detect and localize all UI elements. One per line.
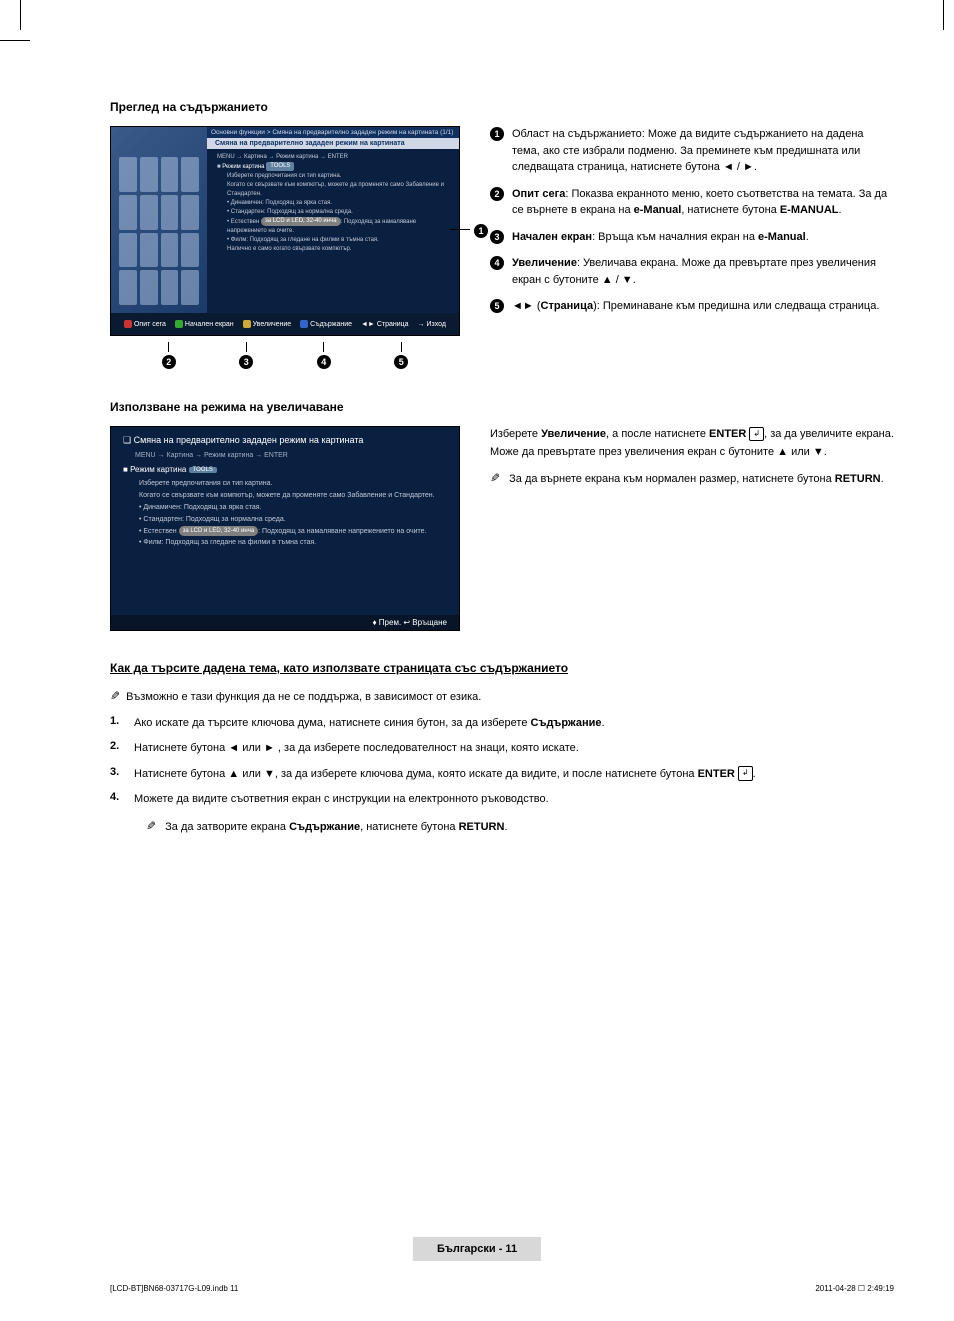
- callout-1: 1 Област на съдържанието: Може да видите…: [490, 126, 894, 176]
- ss2-sub: Режим картина: [130, 465, 186, 474]
- step-1: 1. Ако искате да търсите ключова дума, н…: [110, 715, 894, 733]
- ss2-path: MENU → Картина → Режим картина → ENTER: [123, 452, 447, 459]
- ss2-b3: Естествен: [143, 528, 176, 535]
- ss1-b2: Стандартен: Подходящ за нормална среда.: [217, 208, 449, 217]
- doc-timestamp: 2011-04-28 ☐ 2:49:19: [815, 1284, 894, 1293]
- bottombar-c[interactable]: Увеличение: [243, 320, 292, 328]
- ss2-note: Когато се свързвате към компютър, можете…: [139, 490, 447, 502]
- close-content-note: За да затворите екрана Съдържание, натис…: [110, 817, 894, 837]
- ss1-b4: Филм: Подходящ за гледане на филми в тъм…: [217, 236, 449, 245]
- ss2-b1: Динамичен: Подходящ за ярка стая.: [139, 502, 447, 514]
- ss1-b3-badge: за LCD и LED, 32-40 инча: [261, 217, 341, 226]
- page-number: Български - 11: [413, 1237, 541, 1261]
- ss1-mode: Режим картина: [222, 164, 264, 170]
- zoom-mode-screenshot: ❏ Смяна на предварително зададен режим н…: [110, 426, 460, 631]
- step-3: 3. Натиснете бутона ▲ или ▼, за да избер…: [110, 766, 894, 784]
- callout-5: 5 ◄► (Страница): Преминаване към предишн…: [490, 298, 894, 315]
- ss1-b5: Налично е само когато свързвате компютър…: [217, 245, 449, 254]
- bottombar-a[interactable]: Опит сега: [124, 320, 166, 328]
- tools-badge: TOOLS: [266, 162, 294, 171]
- bottombar-exit: → Изход: [418, 321, 446, 328]
- enter-icon: ↲: [749, 427, 764, 442]
- ss1-subheader: Смяна на предварително зададен режим на …: [207, 138, 459, 149]
- step-4: 4. Можете да видите съответния екран с и…: [110, 791, 894, 809]
- callout-2: 2 Опит сега: Показва екранното меню, кое…: [490, 186, 894, 219]
- section3-title: Как да търсите дадена тема, като използв…: [110, 661, 894, 675]
- ss1-b3: Естествен: [231, 219, 259, 225]
- ss2-b3-after: : Подходящ за намаляване напрежението на…: [258, 528, 426, 535]
- lang-support-note: Възможно е тази функция да не се поддърж…: [110, 687, 894, 707]
- ss2-b4: Филм: Подходящ за гледане на филми в тъм…: [139, 537, 447, 549]
- ss2-b3-badge: за LCD и LED, 32-40 инча: [179, 526, 259, 536]
- ss1-header: Основни функции > Смяна на предварително…: [207, 127, 459, 138]
- ss1-bottombar: Опит сега Начален екран Увеличение Съдър…: [111, 313, 459, 335]
- ss2-b2: Стандартен: Подходящ за нормална среда.: [139, 514, 447, 526]
- bottombar-page: ◄► Страница: [361, 321, 409, 328]
- step-2: 2. Натиснете бутона ◄ или ► , за да избе…: [110, 740, 894, 758]
- content-preview-screenshot: Основни функции > Смяна на предварително…: [110, 126, 460, 336]
- callout-markers-row: 2 3 4 5: [110, 342, 460, 370]
- ss1-path: MENU → Картина → Режим картина → ENTER: [217, 153, 449, 162]
- ss2-bottom: ♦ Прем. ↩ Връщане: [111, 615, 459, 630]
- section1-title: Преглед на съдържанието: [110, 100, 894, 114]
- ss1-note: Когато се свързвате към компютър, можете…: [217, 181, 449, 199]
- callout-4: 4 Увеличение: Увеличава екрана. Може да …: [490, 255, 894, 288]
- ss1-b1: Динамичен: Подходящ за ярка стая.: [217, 199, 449, 208]
- zoom-return-note: За да върнете екрана към нормален размер…: [490, 469, 894, 489]
- bottombar-d[interactable]: Съдържание: [300, 320, 352, 328]
- enter-icon: ↲: [738, 766, 753, 781]
- bottombar-b[interactable]: Начален екран: [175, 320, 234, 328]
- zoom-instruction: Изберете Увеличение, а после натиснете E…: [490, 426, 894, 461]
- callout-3: 3 Начален екран: Връща към началния екра…: [490, 229, 894, 246]
- section2-title: Използване на режима на увеличаване: [110, 400, 894, 414]
- ss2-title: Смяна на предварително зададен режим на …: [134, 435, 364, 445]
- doc-file-info: [LCD-BT]BN68-03717G-L09.indb 11: [110, 1284, 238, 1293]
- ss1-intro: Изберете предпочитания си тип картина.: [217, 172, 449, 181]
- callout-marker-1: 1: [450, 221, 488, 239]
- ss2-intro: Изберете предпочитания си тип картина.: [139, 478, 447, 490]
- ss2-tools: TOOLS: [189, 467, 217, 473]
